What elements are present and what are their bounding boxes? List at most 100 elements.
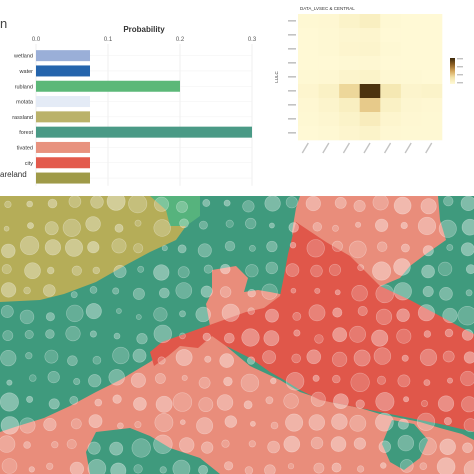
map-probability-circle: [159, 466, 167, 474]
map-probability-circle: [157, 356, 166, 365]
map-probability-circle: [203, 264, 213, 274]
map-probability-circle: [334, 197, 347, 209]
map-probability-circle: [132, 348, 147, 363]
map-probability-circle: [87, 459, 107, 474]
confusion-heatmap: DATA_LVSEC & CENTRAL LULC: [270, 0, 474, 190]
map-probability-circle: [153, 307, 168, 322]
map-probability-circle: [94, 398, 103, 407]
map-probability-circle: [153, 434, 173, 455]
map-probability-circle: [439, 287, 453, 301]
map-probability-circle: [292, 312, 302, 321]
map-shrub-region: [150, 196, 200, 226]
map-probability-circle: [27, 222, 34, 229]
map-probability-circle: [43, 417, 57, 432]
map-probability-circle: [306, 349, 322, 365]
heatmap-cell: [380, 56, 402, 71]
map-probability-circle: [224, 415, 238, 428]
map-probability-circle: [24, 330, 34, 340]
map-probability-circle: [23, 441, 31, 449]
heatmap-row-label-mark: [288, 76, 296, 78]
map-probability-circle: [112, 346, 130, 365]
map-probability-circle: [353, 349, 371, 367]
map-probability-circle: [460, 370, 474, 387]
map-probability-circle: [266, 240, 278, 253]
map-probability-circle: [45, 312, 55, 322]
map-probability-circle: [68, 196, 82, 208]
map-probability-circle: [154, 373, 166, 384]
map-probability-circle: [401, 354, 409, 362]
heatmap-cell: [339, 42, 361, 57]
bar-forest: [36, 126, 252, 138]
map-probability-circle: [372, 196, 389, 211]
map-probability-circle: [137, 265, 145, 273]
map-probability-circle: [438, 261, 453, 276]
heatmap-cell: [400, 28, 422, 43]
map-probability-circle: [133, 243, 144, 254]
map-probability-circle: [65, 326, 81, 342]
map-probability-circle: [247, 288, 256, 298]
heatmap-cell: [421, 112, 443, 127]
map-probability-circle: [393, 196, 412, 215]
heatmap-cell: [318, 28, 340, 43]
map-probability-circle: [353, 437, 367, 450]
map-probability-circle: [332, 224, 339, 232]
map-probability-circle: [419, 462, 428, 471]
map-probability-circle: [372, 261, 392, 281]
bar-water: [36, 65, 90, 77]
map-probability-circle: [153, 264, 170, 281]
map-probability-circle: [375, 412, 394, 432]
map-probability-circle: [87, 441, 101, 455]
heatmap-cell: [400, 70, 422, 85]
map-probability-circle: [457, 306, 474, 326]
map-probability-circle: [224, 332, 235, 344]
bar-motata: [36, 96, 90, 108]
map-probability-circle: [465, 264, 474, 275]
map-probability-circle: [1, 458, 18, 474]
heatmap-cell: [359, 98, 381, 113]
map-probability-circle: [332, 307, 343, 318]
map-probability-circle: [70, 291, 78, 299]
heatmap-cell: [380, 42, 402, 57]
map-probability-circle: [4, 200, 12, 208]
map-probability-circle: [47, 371, 60, 384]
map-probability-circle: [85, 216, 101, 232]
map-probability-circle: [172, 392, 193, 412]
map-probability-circle: [314, 287, 321, 294]
map-probability-circle: [355, 221, 362, 228]
map-probability-circle: [313, 462, 325, 474]
map-probability-circle: [87, 241, 100, 254]
map-probability-circle: [0, 416, 20, 435]
map-probability-circle: [285, 413, 304, 432]
map-probability-circle: [109, 441, 124, 456]
map-probability-circle: [69, 395, 79, 405]
heatmap-cell: [339, 28, 361, 43]
map-probability-circle: [42, 284, 56, 297]
heatmap-cell: [318, 126, 340, 141]
map-probability-circle: [175, 282, 193, 299]
map-probability-circle: [306, 239, 325, 258]
map-probability-circle: [287, 463, 295, 470]
map-probability-circle: [134, 421, 142, 429]
heatmap-cell: [318, 98, 340, 113]
heatmap-col-label-mark: [363, 142, 371, 154]
map-probability-circle: [265, 261, 278, 275]
map-probability-circle: [245, 264, 259, 278]
map-probability-circle: [135, 314, 142, 320]
bar-rassland: [36, 111, 90, 123]
map-probability-circle: [247, 356, 256, 365]
map-probability-circle: [202, 199, 211, 207]
map-probability-circle: [400, 243, 410, 253]
map-probability-circle: [248, 245, 256, 252]
bar-x-tick-label: 0.1: [104, 37, 113, 43]
heatmap-cell: [359, 28, 381, 43]
map-probability-circle: [175, 349, 193, 366]
map-probability-circle: [419, 348, 438, 366]
map-probability-circle: [88, 414, 103, 428]
heatmap-cell: [380, 28, 402, 43]
map-probability-circle: [243, 400, 253, 410]
map-probability-circle: [6, 379, 13, 386]
heatmap-cell: [421, 14, 443, 29]
bar-category-label: forest: [19, 130, 33, 136]
map-probability-circle: [19, 309, 35, 325]
map-probability-circle: [62, 218, 81, 237]
